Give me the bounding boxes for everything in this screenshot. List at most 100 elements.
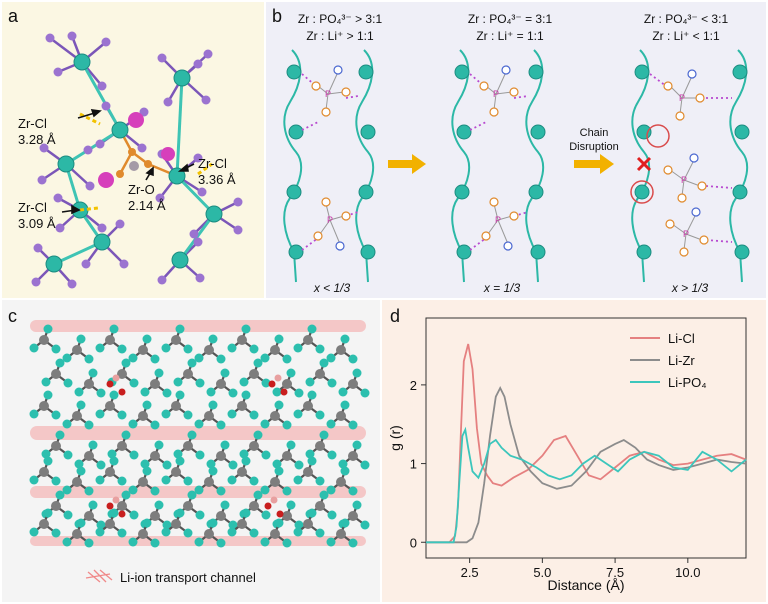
cl-atom [315, 528, 325, 538]
cl-atom [109, 324, 119, 334]
cl-atom [187, 358, 197, 368]
p-label: P [327, 215, 333, 225]
cl-atom [272, 459, 282, 469]
chain-disruption-line2: Disruption [569, 141, 619, 153]
cl-atom [208, 334, 218, 344]
cl-atom [274, 334, 284, 344]
zr-atom [150, 511, 160, 521]
zr-atom [84, 379, 94, 389]
cl-atom [96, 520, 106, 530]
panel-a: a [2, 2, 264, 298]
col2-x-label: x = 1/3 [483, 281, 521, 295]
cl-atom [29, 409, 39, 419]
cl-atom [95, 343, 105, 353]
cl-atom [307, 456, 317, 466]
cl-atom [274, 466, 284, 476]
o-atom [118, 388, 126, 396]
o-atom [106, 502, 114, 510]
zr-atom [72, 477, 82, 487]
cl-atom [227, 409, 237, 419]
col1-ratio-po4: Zr : PO₄³⁻ > 3:1 [298, 12, 383, 26]
cl-atom [228, 460, 238, 470]
cl-atom [194, 419, 204, 429]
cl-atom [74, 387, 84, 397]
zr-atom [303, 335, 313, 345]
cl-atom [187, 430, 197, 440]
p-atom-labels: P P P P P P P [325, 89, 689, 239]
zr-atom [171, 519, 181, 529]
cl-atom [227, 343, 237, 353]
zr-atom [183, 369, 193, 379]
x-axis-ticks: 2.5 5.0 7.5 10.0 [461, 558, 700, 580]
zr-atom [270, 411, 280, 421]
cl-atom [260, 485, 270, 495]
cl-atom [282, 486, 292, 496]
cl-atom [206, 387, 216, 397]
cl-atom [162, 388, 172, 398]
cl-atom [51, 410, 61, 420]
cl-atom [293, 409, 303, 419]
o-atom [118, 510, 126, 518]
cl-atom [194, 537, 204, 547]
cl-atom [76, 518, 86, 528]
cl-atom [307, 390, 317, 400]
cl-atom [338, 387, 348, 397]
panel-b-label: b [272, 6, 283, 26]
col1-ratio-li: Zr : Li⁺ > 1:1 [306, 29, 374, 43]
zr-atom [72, 529, 82, 539]
y-axis-label: g (r) [387, 425, 403, 451]
zr-atom [336, 345, 346, 355]
cl-atom [294, 388, 304, 398]
cl-atom [315, 410, 325, 420]
cl-atom [161, 343, 171, 353]
chart-legend: Li-Cl Li-Zr Li-PO₄ [630, 331, 707, 390]
zr-atom [117, 369, 127, 379]
cl-atom [241, 508, 251, 518]
cl-atom [208, 400, 218, 410]
cl-atom [129, 378, 139, 388]
cl-atom [95, 527, 105, 537]
zr-atom [117, 501, 127, 511]
zr-atom [204, 529, 214, 539]
cl-atom [117, 344, 127, 354]
zr-atom [150, 451, 160, 461]
zr-chains [283, 49, 749, 283]
cl-atom [274, 400, 284, 410]
col1-x-label: x < 1/3 [313, 281, 351, 295]
p-atom [274, 374, 282, 382]
cl-atom [95, 409, 105, 419]
col2-ratio-po4: Zr : PO₄³⁻ = 3:1 [468, 12, 553, 26]
zr-atom [237, 335, 247, 345]
zr-atom [84, 511, 94, 521]
zr-atom [117, 441, 127, 451]
p-label: P [325, 89, 331, 99]
li-channel-legend-icon [85, 569, 113, 583]
p-label: P [683, 229, 689, 239]
cl-atom [117, 528, 127, 538]
y-tick-label: 0 [410, 535, 417, 550]
cl-atom [96, 460, 106, 470]
o-atoms-blue [333, 65, 701, 251]
cl-atom [142, 518, 152, 528]
o-atoms [116, 148, 152, 178]
cl-atom [286, 440, 296, 450]
zr-atom [303, 519, 313, 529]
zr-atom [216, 379, 226, 389]
col3-ratio-po4: Zr : PO₄³⁻ < 3:1 [644, 12, 729, 26]
cl-atom [195, 510, 205, 520]
zr-atom [183, 441, 193, 451]
cl-atom [352, 500, 362, 510]
zr-atom [138, 411, 148, 421]
cl-atom [340, 400, 350, 410]
zr-atom [249, 369, 259, 379]
zr-atom [105, 401, 115, 411]
cl-atom [129, 450, 139, 460]
zr-atom [348, 379, 358, 389]
panel-d: d 2.5 5.0 7.5 10.0 0 1 2 Li-Cl Li-Zr Li-PO₄ Dis… [382, 300, 766, 602]
cl-atom [63, 378, 73, 388]
cl-atom [348, 354, 358, 364]
cl-atom [74, 459, 84, 469]
panel-c: c Li-ion transport channel [2, 300, 380, 602]
li-channel-legend: Li-ion transport channel [120, 570, 256, 585]
cl-atom [307, 324, 317, 334]
